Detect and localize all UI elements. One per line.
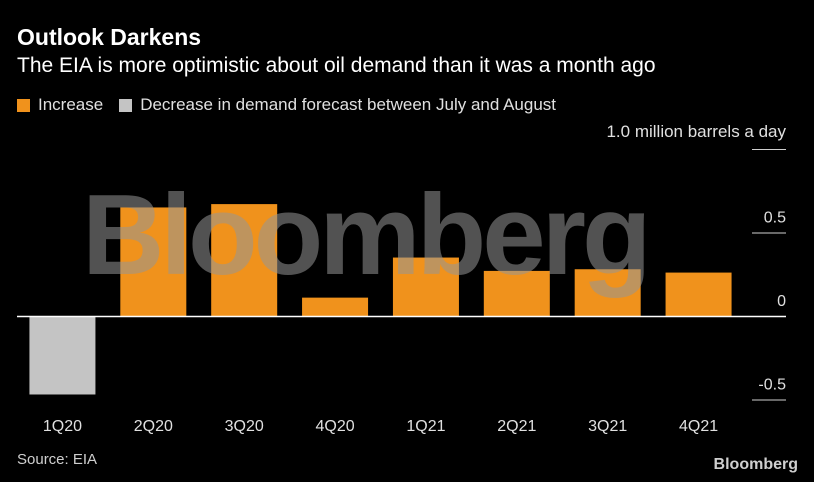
chart-title: Outlook Darkens (17, 24, 202, 50)
bar-1Q20 (29, 316, 96, 395)
bar-3Q20 (211, 204, 278, 316)
y-axis-unit-label: 1.0 million barrels a day (606, 122, 786, 141)
x-tick-label: 4Q21 (679, 418, 718, 435)
bloomberg-logo: Bloomberg (713, 456, 798, 473)
chart-subtitle: The EIA is more optimistic about oil dem… (17, 54, 656, 77)
bar-2Q21 (483, 270, 550, 316)
x-tick-label: 2Q21 (497, 418, 536, 435)
legend-label-decrease: Decrease in demand forecast between July… (140, 95, 557, 114)
legend-swatch-decrease (119, 98, 133, 112)
y-tick-label: 0.5 (764, 210, 786, 227)
x-tick-label: 1Q20 (43, 418, 82, 435)
legend-swatch-increase (17, 98, 30, 112)
legend-label-increase: Increase (38, 95, 104, 114)
bar-3Q21 (574, 269, 641, 316)
legend: Increase Decrease in demand forecast bet… (17, 95, 572, 115)
x-tick-label: 3Q20 (225, 418, 264, 435)
y-tick-label: 0 (777, 293, 786, 310)
bar-1Q21 (392, 257, 459, 316)
bar-4Q21 (665, 272, 732, 316)
bar-2Q20 (120, 207, 187, 316)
x-tick-label: 1Q21 (406, 418, 445, 435)
x-tick-label: 4Q20 (315, 418, 354, 435)
x-tick-label: 2Q20 (134, 418, 173, 435)
bar-4Q20 (302, 297, 369, 316)
x-tick-label: 3Q21 (588, 418, 627, 435)
y-tick-label: -0.5 (758, 377, 786, 394)
source-note: Source: EIA (17, 451, 98, 468)
